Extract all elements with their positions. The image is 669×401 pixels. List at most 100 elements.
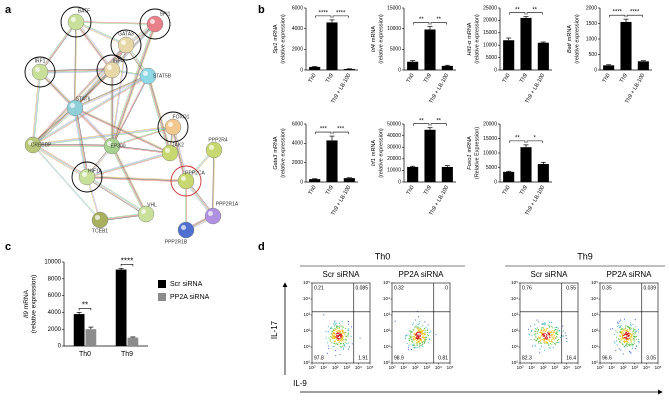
y-tick-label: 0	[494, 67, 497, 73]
network-edge	[112, 145, 171, 153]
y-tick-label: 10⁰	[591, 360, 598, 365]
bar	[407, 166, 419, 182]
event-dot	[621, 334, 623, 336]
event-dot	[406, 342, 408, 344]
event-dot	[335, 323, 337, 326]
event-dot	[544, 338, 546, 340]
event-dot	[340, 336, 342, 338]
y-tick-label: 40000	[387, 133, 401, 139]
event-dot	[343, 333, 345, 335]
event-dot	[326, 352, 328, 354]
event-dot	[616, 336, 618, 338]
event-dot	[548, 344, 550, 346]
event-dot	[344, 339, 346, 341]
event-dot	[637, 340, 639, 342]
event-dot	[340, 330, 342, 332]
node-highlight	[168, 122, 173, 127]
event-dot	[427, 328, 429, 330]
event-dot	[413, 338, 415, 340]
event-dot	[335, 337, 337, 339]
event-dot	[610, 328, 612, 330]
event-dot	[327, 330, 329, 332]
event-dot	[347, 348, 349, 350]
event-dot	[335, 333, 337, 335]
event-dot	[613, 341, 615, 343]
node-label: FOXO1	[173, 114, 190, 120]
event-dot	[333, 340, 335, 343]
event-dot	[336, 335, 338, 337]
event-dot	[625, 331, 627, 334]
network-edge	[112, 145, 148, 214]
event-dot	[611, 328, 614, 330]
event-dot	[427, 324, 429, 326]
event-dot	[543, 329, 545, 331]
event-dot	[422, 333, 424, 335]
x-tick-label: 10³	[424, 365, 431, 370]
event-dot	[335, 328, 337, 331]
event-dot	[528, 334, 531, 336]
event-dot	[540, 340, 542, 342]
event-dot	[538, 342, 540, 344]
event-dot	[340, 325, 342, 327]
gene-name: Batf	[567, 43, 573, 53]
event-dot	[562, 325, 564, 327]
y-tick-label: 10000	[387, 26, 401, 32]
significance-bracket	[315, 15, 332, 18]
event-dot	[348, 346, 350, 348]
x-tick-label: 10⁰	[309, 365, 316, 370]
event-dot	[414, 333, 416, 335]
y-tick-label: 8000	[48, 276, 62, 282]
network-edge	[86, 151, 170, 177]
event-dot	[626, 333, 628, 335]
event-dot	[556, 335, 558, 337]
network-edge	[32, 145, 100, 221]
node-highlight	[143, 71, 148, 76]
event-dot	[338, 326, 341, 329]
event-dot	[424, 332, 426, 334]
event-dot	[562, 335, 564, 337]
event-dot	[565, 338, 567, 340]
network-edge	[32, 145, 112, 148]
event-dot	[342, 339, 344, 341]
network-edge	[74, 75, 149, 109]
event-dot	[615, 330, 617, 332]
y-tick-label: 5000	[390, 47, 401, 53]
event-dot	[407, 346, 409, 348]
event-dot	[408, 344, 410, 346]
event-dot	[416, 347, 418, 349]
gene-name: Spi1	[273, 43, 279, 54]
y-tick-label: 0	[300, 179, 303, 185]
significance-bracket	[78, 308, 92, 311]
event-dot	[334, 320, 336, 322]
event-dot	[419, 339, 421, 341]
node-highlight	[35, 67, 40, 72]
significance-bracket	[430, 22, 447, 25]
event-dot	[625, 345, 627, 347]
event-dot	[618, 325, 620, 327]
event-dot	[417, 335, 419, 337]
significance-bracket	[332, 131, 349, 135]
event-dot	[634, 340, 636, 342]
event-dot	[333, 333, 335, 335]
event-dot	[335, 330, 338, 333]
network-edge	[87, 153, 171, 179]
event-dot	[345, 332, 347, 334]
node-label: BATF	[78, 8, 90, 14]
event-dot	[339, 341, 341, 343]
network-edge	[87, 175, 187, 181]
event-dot	[332, 330, 334, 332]
event-dot	[539, 348, 541, 350]
event-dot	[333, 346, 335, 348]
event-dot	[537, 327, 539, 329]
event-dot	[410, 330, 413, 332]
event-dot	[423, 339, 425, 341]
event-dot	[540, 336, 542, 338]
event-dot	[535, 329, 537, 331]
node-highlight	[165, 148, 170, 153]
event-dot	[557, 327, 559, 329]
event-dot	[414, 319, 417, 321]
network-edge	[39, 21, 77, 73]
event-dot	[628, 343, 630, 345]
significance-label: ***	[320, 127, 328, 133]
event-dot	[331, 331, 333, 333]
